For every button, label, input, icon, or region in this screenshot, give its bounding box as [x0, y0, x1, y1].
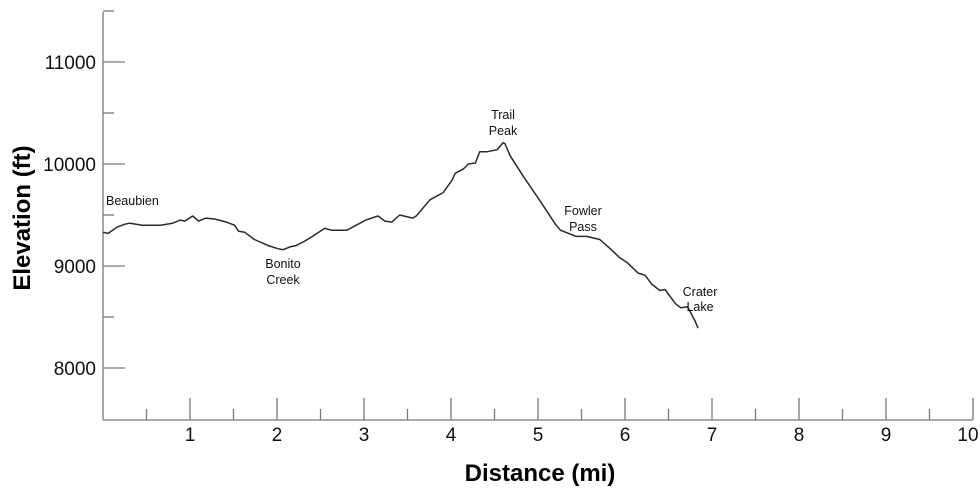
elevation-profile-line [102, 141, 699, 329]
y-tick-label-10000: 10000 [43, 155, 96, 176]
annotation-trail-peak-line1: Trail [491, 108, 515, 122]
y-tick-label-11000: 11000 [45, 53, 96, 74]
y-tick-label-8000: 8000 [54, 359, 96, 380]
x-tick-label-6: 6 [620, 425, 631, 446]
x-tick-label-4: 4 [446, 425, 457, 446]
x-axis-title: Distance (mi) [465, 460, 616, 487]
annotation-bonito-creek-line2: Creek [266, 273, 300, 287]
x-tick-label-5: 5 [533, 425, 544, 446]
x-tick-label-2: 2 [272, 425, 283, 446]
y-axis-ticks [103, 10, 125, 369]
y-tick-label-9000: 9000 [54, 257, 96, 278]
annotation-fowler-pass-line1: Fowler [564, 204, 602, 218]
x-tick-label-8: 8 [794, 425, 805, 446]
annotation-bonito-creek-line1: Bonito [265, 257, 300, 271]
annotation-fowler-pass-line2: Pass [569, 220, 597, 234]
x-tick-label-3: 3 [359, 425, 370, 446]
x-tick-label-10: 10 [957, 425, 978, 446]
annotation-crater-lake-line2: Lake [686, 300, 713, 314]
x-axis-ticks [145, 398, 974, 420]
y-axis-title: Elevation (ft) [9, 145, 36, 290]
x-tick-label-9: 9 [881, 425, 892, 446]
x-tick-label-1: 1 [185, 425, 196, 446]
x-tick-label-7: 7 [707, 425, 718, 446]
annotation-trail-peak-line2: Peak [489, 124, 518, 138]
annotation-crater-lake-line1: Crater [683, 285, 718, 299]
annotation-beaubien: Beaubien [106, 194, 159, 208]
